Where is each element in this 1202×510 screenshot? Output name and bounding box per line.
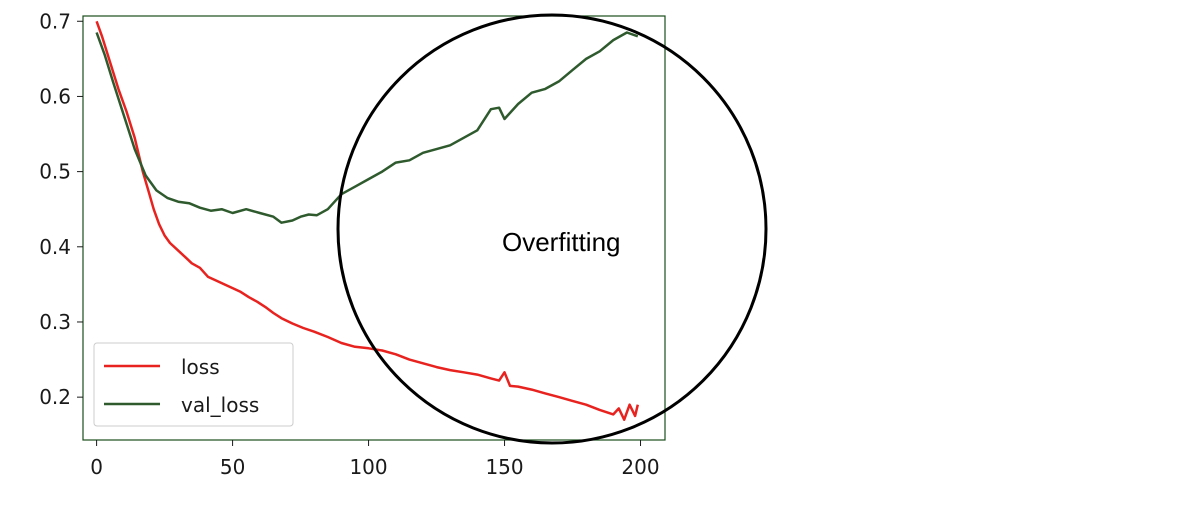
legend-label-val-loss: val_loss bbox=[181, 393, 259, 417]
y-tick-label: 0.6 bbox=[39, 84, 71, 108]
axes-frame bbox=[82, 15, 666, 441]
overfitting-annotation-label: Overfitting bbox=[502, 227, 621, 257]
legend-label-loss: loss bbox=[181, 355, 220, 379]
y-axis: 0.2 0.3 0.4 0.5 0.6 0.7 bbox=[39, 9, 83, 409]
x-tick-label: 50 bbox=[220, 455, 245, 479]
x-tick-label: 0 bbox=[90, 455, 103, 479]
x-tick-label: 150 bbox=[485, 455, 523, 479]
legend: loss val_loss bbox=[93, 342, 294, 427]
x-tick-label: 200 bbox=[621, 455, 659, 479]
y-tick-label: 0.4 bbox=[39, 235, 71, 259]
x-axis: 0 50 100 150 200 bbox=[90, 440, 660, 479]
overfitting-annotation-circle bbox=[336, 13, 768, 445]
y-tick-label: 0.2 bbox=[39, 385, 71, 409]
series-line-val-loss bbox=[95, 31, 639, 224]
y-tick-label: 0.3 bbox=[39, 310, 71, 334]
y-tick-label: 0.7 bbox=[39, 9, 71, 33]
x-tick-label: 100 bbox=[349, 455, 387, 479]
y-tick-label: 0.5 bbox=[39, 160, 71, 184]
series-line-loss bbox=[95, 20, 640, 421]
